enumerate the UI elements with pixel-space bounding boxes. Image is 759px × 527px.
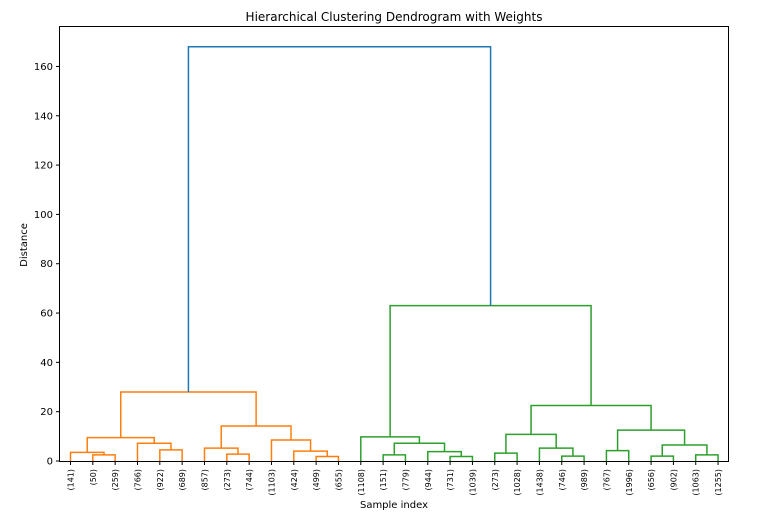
leaf-label: (259): [111, 469, 120, 491]
leaf-label: (50): [89, 469, 98, 485]
dendrogram-link: [505, 433, 557, 454]
y-axis: 0 20 40 60 80 100 120 140 160: [34, 62, 60, 468]
dendrogram-link: [382, 454, 407, 461]
dendrogram-link: [561, 455, 585, 461]
dendrogram-link: [389, 304, 592, 437]
leaf-label: (944): [424, 469, 433, 491]
dendrogram-link: [538, 447, 574, 461]
leaf-label: (1103): [267, 469, 276, 496]
y-axis-label: Distance: [19, 223, 30, 267]
y-tick-label: 160: [34, 62, 53, 73]
plot-frame: [59, 26, 729, 462]
dendrogram-link: [136, 442, 172, 461]
chart-title: Hierarchical Clustering Dendrogram with …: [246, 10, 543, 24]
leaf-label: (1438): [535, 469, 544, 496]
dendrogram-link: [661, 444, 708, 457]
leaf-label: (424): [290, 469, 299, 491]
leaf-label: (1255): [714, 469, 723, 496]
leaf-label: (273): [223, 469, 232, 491]
dendrogram-link: [393, 442, 446, 455]
leaf-label: (779): [401, 469, 410, 491]
leaf-label: (499): [312, 469, 321, 491]
leaf-label: (922): [156, 469, 165, 491]
dendrogram-link: [226, 453, 250, 461]
leaf-label: (689): [178, 469, 187, 491]
leaf-label: (857): [200, 469, 209, 491]
dendrogram-link: [270, 439, 312, 461]
dendrogram-link: [119, 391, 257, 438]
leaf-label: (767): [602, 469, 611, 491]
y-tick-label: 120: [34, 161, 53, 172]
leaf-label: (1108): [357, 469, 366, 496]
dendrogram-link: [694, 454, 719, 461]
leaf-label: (746): [558, 469, 567, 491]
leaf-label: (1063): [692, 469, 701, 496]
dendrogram-link: [605, 449, 630, 461]
dendrogram-link: [69, 451, 105, 461]
leaf-label: (1028): [513, 469, 522, 496]
x-axis: (141) (50) (259) (766) (922) (689) (857) (273) (…: [67, 461, 723, 496]
dendrogram-link: [92, 454, 116, 461]
dendrogram-link: [449, 455, 474, 461]
leaf-label: (744): [245, 469, 254, 491]
dendrogram-link: [86, 436, 155, 453]
dendrogram-link: [650, 455, 675, 461]
y-tick-label: 0: [47, 457, 53, 468]
y-tick-label: 140: [34, 111, 53, 122]
y-tick-label: 60: [40, 309, 53, 320]
leaf-label: (989): [580, 469, 589, 491]
leaf-label: (151): [379, 469, 388, 491]
leaf-label: (731): [446, 469, 455, 491]
y-tick-label: 80: [40, 259, 53, 270]
dendrogram-link: [360, 436, 421, 461]
leaf-label: (141): [67, 469, 76, 491]
leaf-label: (766): [133, 469, 142, 491]
y-tick-label: 100: [34, 210, 53, 221]
y-tick-label: 20: [40, 407, 53, 418]
leaf-label: (655): [334, 469, 343, 491]
leaf-label: (273): [491, 469, 500, 491]
plot-area: [69, 45, 719, 461]
x-axis-label: Sample index: [360, 500, 428, 511]
dendrogram-link: [220, 425, 292, 449]
dendrogram-link: [427, 450, 463, 461]
dendrogram-link: [494, 452, 518, 461]
dendrogram-link: [187, 45, 492, 392]
leaf-label: (656): [647, 469, 656, 491]
y-tick-label: 40: [40, 358, 53, 369]
leaf-label: (1996): [625, 469, 634, 496]
dendrogram-link: [315, 455, 340, 461]
leaf-label: (1039): [468, 469, 477, 496]
dendrogram-link: [616, 429, 686, 451]
leaf-label: (902): [669, 469, 678, 491]
dendrogram-link: [159, 449, 183, 461]
